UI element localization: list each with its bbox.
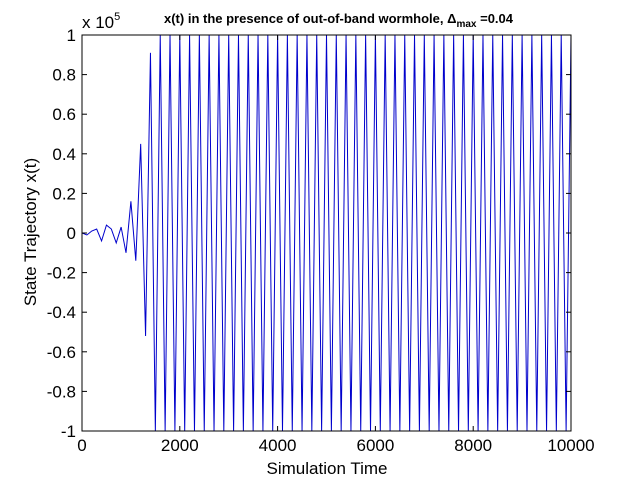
y-tick-label: 0.2 [52, 184, 76, 203]
y-tick-label: -0.6 [47, 343, 76, 362]
plot-area [82, 35, 571, 431]
y-axis-label: State Trajectory x(t) [21, 158, 40, 306]
y-tick-label: -0.8 [47, 382, 76, 401]
chart-title: x(t) in the presence of out-of-band worm… [164, 11, 514, 30]
x-tick-label: 2000 [161, 436, 199, 455]
x-tick-label: 6000 [356, 436, 394, 455]
axes [81, 34, 572, 432]
x-axis-label: Simulation Time [267, 459, 388, 478]
ticks: 0 2000 4000 6000 8000 10000 -1 -0.8 -0.6 -0.4 -0.2… [47, 26, 595, 455]
axes-frame [81, 34, 572, 432]
y-tick-label: 1 [67, 26, 76, 45]
y-tick-label: 0.8 [52, 66, 76, 85]
y-tick-label: -1 [61, 422, 76, 441]
y-scale-label: x 105 [82, 11, 120, 32]
x-tick-label: 10000 [547, 436, 594, 455]
x-tick-label: 8000 [454, 436, 492, 455]
series-line-0 [82, 35, 571, 431]
y-tick-label: 0.4 [52, 145, 76, 164]
y-tick-label: 0 [67, 224, 76, 243]
y-tick-label: -0.4 [47, 303, 76, 322]
x-tick-label: 4000 [259, 436, 297, 455]
y-tick-label: 0.6 [52, 105, 76, 124]
y-tick-label: -0.2 [47, 264, 76, 283]
x-tick-label: 0 [77, 436, 86, 455]
